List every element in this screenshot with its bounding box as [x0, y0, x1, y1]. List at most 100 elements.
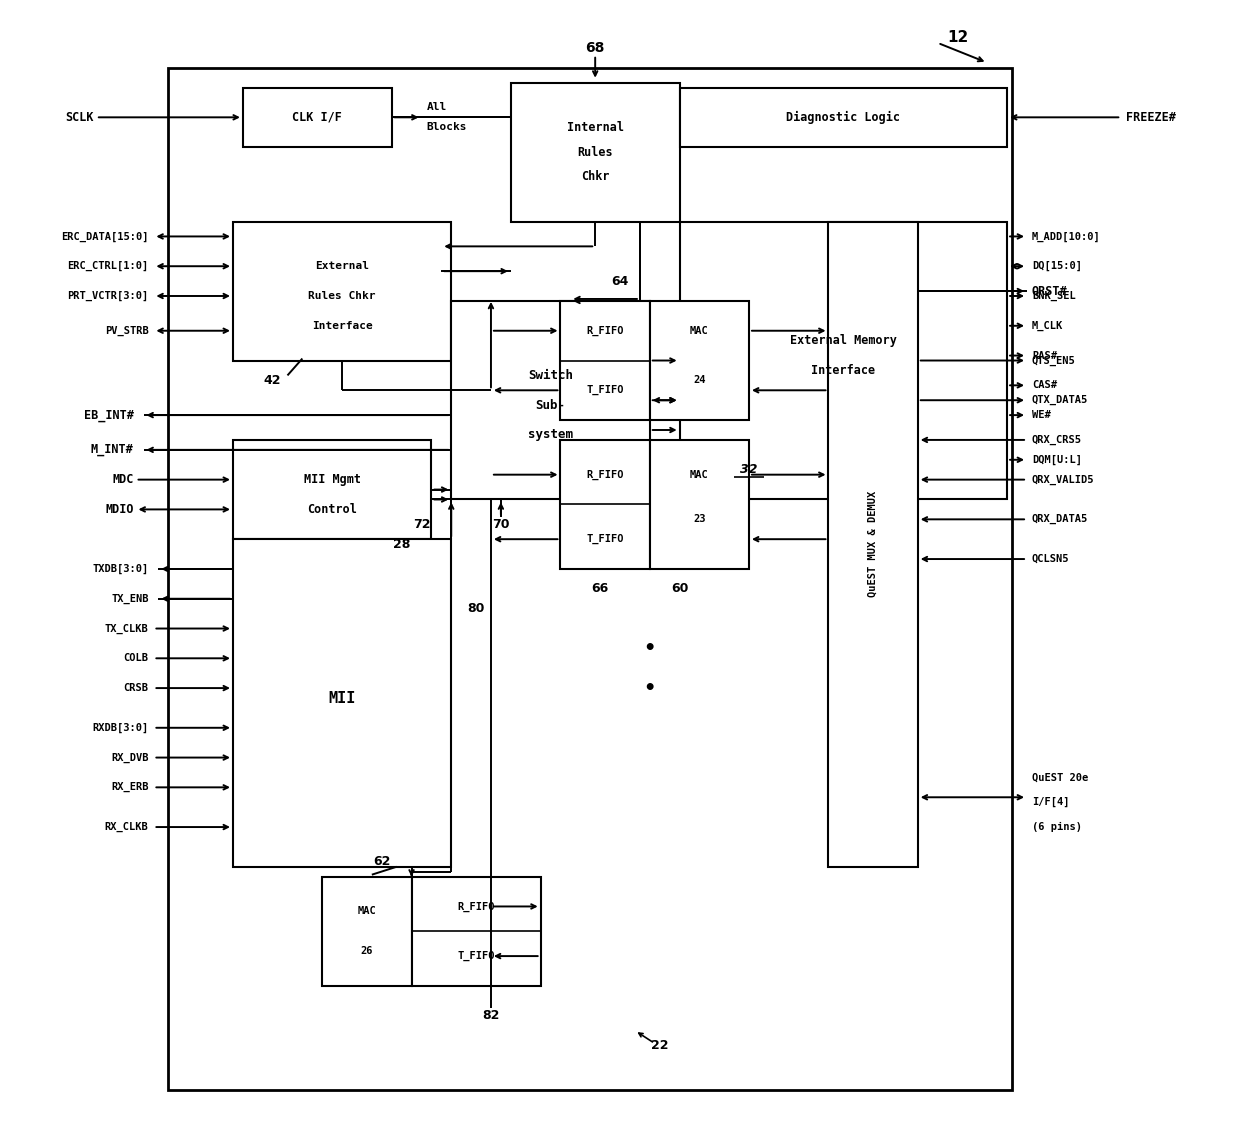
Text: External: External [315, 261, 370, 271]
Text: ERC_DATA[15:0]: ERC_DATA[15:0] [61, 231, 149, 242]
Text: CRSB: CRSB [124, 683, 149, 693]
Text: •: • [644, 679, 656, 698]
Text: 26: 26 [361, 946, 373, 956]
Text: 68: 68 [585, 41, 605, 55]
Text: MII: MII [329, 691, 356, 706]
Text: 60: 60 [671, 583, 688, 595]
Text: DQM[U:L]: DQM[U:L] [1032, 455, 1083, 465]
FancyBboxPatch shape [233, 540, 451, 867]
Text: QRX_VALID5: QRX_VALID5 [1032, 474, 1095, 484]
Text: External Memory: External Memory [790, 334, 897, 347]
Text: TX_ENB: TX_ENB [112, 594, 149, 604]
Text: R_FIFO: R_FIFO [587, 470, 624, 480]
Text: R_FIFO: R_FIFO [587, 325, 624, 335]
FancyBboxPatch shape [233, 221, 451, 360]
Text: T_FIFO: T_FIFO [587, 534, 624, 544]
Text: 12: 12 [947, 30, 968, 45]
Text: Diagnostic Logic: Diagnostic Logic [786, 111, 900, 124]
Text: QTX_DATA5: QTX_DATA5 [1032, 395, 1089, 405]
FancyBboxPatch shape [560, 440, 650, 569]
Text: I/F[4]: I/F[4] [1032, 797, 1069, 807]
Text: CAS#: CAS# [1032, 380, 1056, 391]
FancyBboxPatch shape [169, 68, 1012, 1091]
Text: 82: 82 [482, 1009, 500, 1022]
Text: 28: 28 [393, 537, 410, 551]
Text: QRX_CRS5: QRX_CRS5 [1032, 435, 1083, 445]
Text: RAS#: RAS# [1032, 350, 1056, 360]
Text: 32: 32 [740, 463, 758, 476]
Text: RX_DVB: RX_DVB [112, 752, 149, 763]
FancyBboxPatch shape [650, 440, 749, 569]
Text: (6 pins): (6 pins) [1032, 822, 1083, 832]
Text: RX_ERB: RX_ERB [112, 782, 149, 793]
Text: MAC: MAC [689, 326, 709, 335]
Text: Control: Control [308, 502, 357, 516]
Text: EB_INT#: EB_INT# [84, 409, 134, 421]
Text: WE#: WE# [1032, 410, 1050, 420]
Text: Blocks: Blocks [427, 122, 467, 132]
FancyBboxPatch shape [322, 877, 412, 986]
Text: PV_STRB: PV_STRB [104, 325, 149, 335]
Text: M_INT#: M_INT# [91, 444, 134, 456]
Text: QCLSN5: QCLSN5 [1032, 554, 1069, 564]
Text: BNK_SEL: BNK_SEL [1032, 291, 1075, 301]
Text: PRT_VCTR[3:0]: PRT_VCTR[3:0] [67, 291, 149, 301]
FancyBboxPatch shape [412, 877, 541, 986]
FancyBboxPatch shape [828, 221, 918, 867]
FancyBboxPatch shape [680, 88, 1007, 147]
Text: MAC: MAC [357, 907, 376, 917]
Text: TX_CLKB: TX_CLKB [104, 623, 149, 633]
Text: T_FIFO: T_FIFO [458, 951, 495, 961]
FancyBboxPatch shape [680, 221, 1007, 499]
Text: QTS_EN5: QTS_EN5 [1032, 356, 1075, 366]
FancyBboxPatch shape [650, 301, 749, 420]
FancyBboxPatch shape [243, 88, 392, 147]
Text: RX_CLKB: RX_CLKB [104, 822, 149, 832]
Text: •: • [644, 639, 656, 658]
Text: M_ADD[10:0]: M_ADD[10:0] [1032, 231, 1101, 242]
FancyBboxPatch shape [451, 301, 650, 499]
Text: MDC: MDC [113, 473, 134, 487]
Text: 42: 42 [264, 374, 281, 387]
Text: R_FIFO: R_FIFO [458, 901, 495, 911]
Text: ERC_CTRL[1:0]: ERC_CTRL[1:0] [67, 261, 149, 271]
Text: 66: 66 [591, 583, 609, 595]
Text: FREEZE#: FREEZE# [1126, 111, 1176, 124]
Text: RXDB[3:0]: RXDB[3:0] [92, 723, 149, 733]
Text: 22: 22 [651, 1039, 668, 1052]
Text: CLK I/F: CLK I/F [293, 111, 342, 124]
Text: SCLK: SCLK [66, 111, 94, 124]
Text: 80: 80 [467, 602, 485, 615]
Text: Interface: Interface [811, 364, 875, 377]
Text: All: All [427, 103, 446, 113]
Text: Rules Chkr: Rules Chkr [309, 291, 376, 301]
Text: M_CLK: M_CLK [1032, 321, 1063, 331]
Text: Switch: Switch [528, 369, 573, 382]
FancyBboxPatch shape [560, 301, 650, 420]
Text: Interface: Interface [311, 321, 372, 331]
Text: 64: 64 [611, 274, 629, 288]
Text: MAC: MAC [689, 470, 709, 480]
Text: 72: 72 [413, 518, 430, 531]
Text: QRST#: QRST# [1032, 285, 1068, 298]
Text: TXDB[3:0]: TXDB[3:0] [92, 563, 149, 574]
Text: Internal: Internal [567, 121, 624, 133]
Text: 24: 24 [693, 375, 706, 385]
Text: QuEST 20e: QuEST 20e [1032, 772, 1089, 782]
Text: 23: 23 [693, 515, 706, 524]
Text: MDIO: MDIO [105, 502, 134, 516]
Text: COLB: COLB [124, 654, 149, 664]
Text: T_FIFO: T_FIFO [587, 385, 624, 395]
Text: Chkr: Chkr [580, 170, 609, 183]
Text: Rules: Rules [578, 146, 613, 158]
Text: DQ[15:0]: DQ[15:0] [1032, 261, 1083, 271]
Text: QRX_DATA5: QRX_DATA5 [1032, 514, 1089, 525]
Text: Sub-: Sub- [536, 399, 565, 412]
Text: 62: 62 [373, 856, 391, 868]
Text: QuEST MUX & DEMUX: QuEST MUX & DEMUX [868, 491, 878, 597]
FancyBboxPatch shape [511, 82, 680, 221]
Text: MII Mgmt: MII Mgmt [304, 473, 361, 487]
Text: 70: 70 [492, 518, 510, 531]
Text: system: system [528, 429, 573, 441]
FancyBboxPatch shape [233, 440, 432, 540]
